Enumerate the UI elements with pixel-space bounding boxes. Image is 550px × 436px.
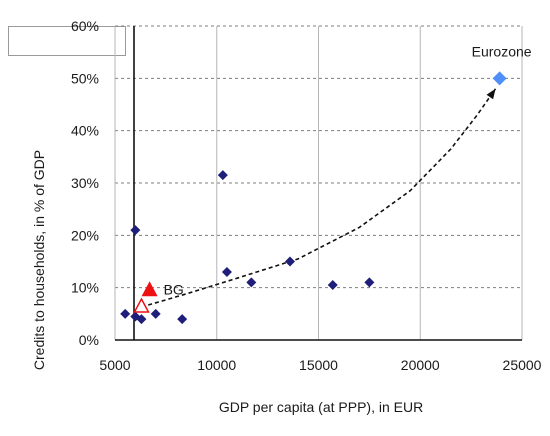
x-tick-label: 10000 [197, 357, 236, 373]
x-tick-label: 15000 [299, 357, 338, 373]
data-point-marker [246, 277, 257, 288]
data-point-marker [327, 280, 338, 291]
axis-layer [115, 26, 522, 341]
marker-layer [120, 71, 507, 325]
data-point-marker [217, 170, 228, 181]
data-point-marker [130, 225, 141, 236]
y-tick-label: 60% [71, 18, 99, 34]
grid-layer [114, 25, 523, 340]
y-tick-label: 0% [79, 332, 99, 348]
trend-layer [141, 88, 497, 308]
y-tick-label: 20% [71, 227, 99, 243]
y-tick-label: 40% [71, 123, 99, 139]
data-point-marker [364, 277, 375, 288]
data-point-marker [221, 266, 232, 277]
trend-arrowhead [486, 88, 496, 100]
x-tick-label: 25000 [503, 357, 542, 373]
data-point-marker [120, 308, 131, 319]
data-point-marker [285, 256, 296, 267]
tick-label-layer: 5000 10000 15000 20000 25000 0% 10% 20% 30% 40% 50… [71, 18, 542, 373]
annotation-layer: Eurozone BG [164, 43, 532, 297]
trend-line [141, 88, 497, 308]
bg-start-marker [133, 297, 150, 313]
data-point-marker [177, 314, 188, 325]
x-axis-title: GDP per capita (at PPP), in EUR [219, 399, 423, 415]
x-tick-label: 5000 [99, 357, 130, 373]
bg-label: BG [164, 281, 184, 297]
data-point-marker [150, 308, 161, 319]
y-tick-label: 50% [71, 70, 99, 86]
y-tick-label: 10% [71, 280, 99, 296]
x-tick-label: 20000 [401, 357, 440, 373]
chart-title-placeholder-box [8, 26, 126, 56]
eurozone-label: Eurozone [472, 43, 532, 59]
y-tick-label: 30% [71, 175, 99, 191]
data-point-marker [136, 314, 147, 325]
bg-marker [141, 281, 158, 297]
eurozone-marker [492, 71, 507, 86]
y-axis-title: Credits to households, in % of GDP [31, 150, 47, 370]
